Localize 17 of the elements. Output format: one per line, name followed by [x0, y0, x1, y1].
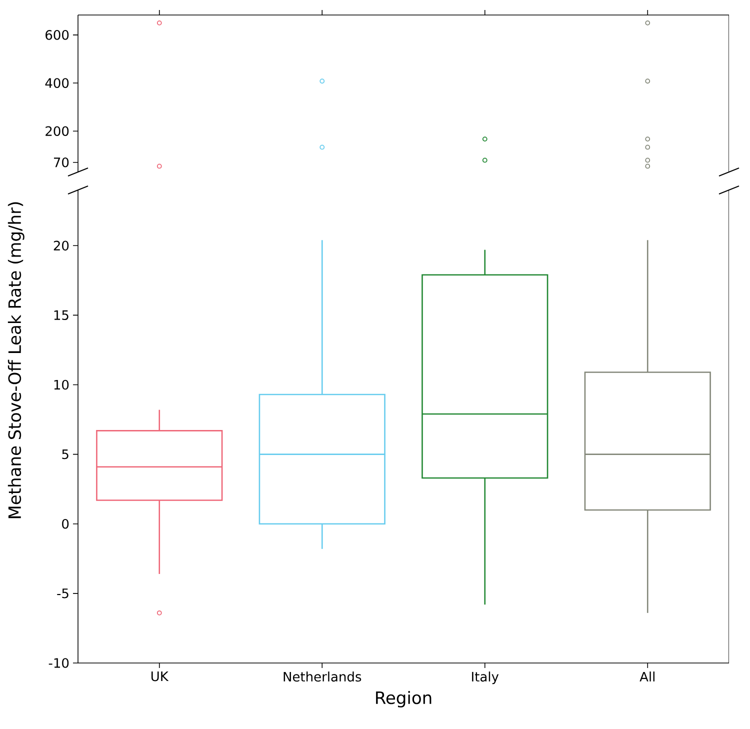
y-tick-label: 10 [54, 380, 69, 390]
y-tick-label: 200 [46, 126, 69, 136]
x-axis-title: Region [376, 690, 432, 708]
x-tick-label: All [640, 672, 654, 682]
y-tick-label: 400 [45, 78, 69, 88]
y-tick-label: 15 [54, 310, 68, 320]
y-tick-label: 70 [54, 157, 69, 168]
x-tick-label: Italy [472, 672, 499, 684]
y-tick-label: -5 [57, 588, 68, 598]
y-axis-title: Methane Stove-Off Leak Rate (mg/hr) [8, 202, 24, 518]
y-tick-label: 5 [62, 449, 68, 460]
y-tick-label: 20 [54, 240, 69, 251]
x-tick-label: Netherlands [284, 672, 362, 682]
y-tick-label: 600 [46, 30, 69, 40]
y-tick-label: -10 [48, 658, 69, 668]
y-tick-label: 0 [62, 518, 69, 529]
x-tick-label: UK [151, 672, 169, 682]
